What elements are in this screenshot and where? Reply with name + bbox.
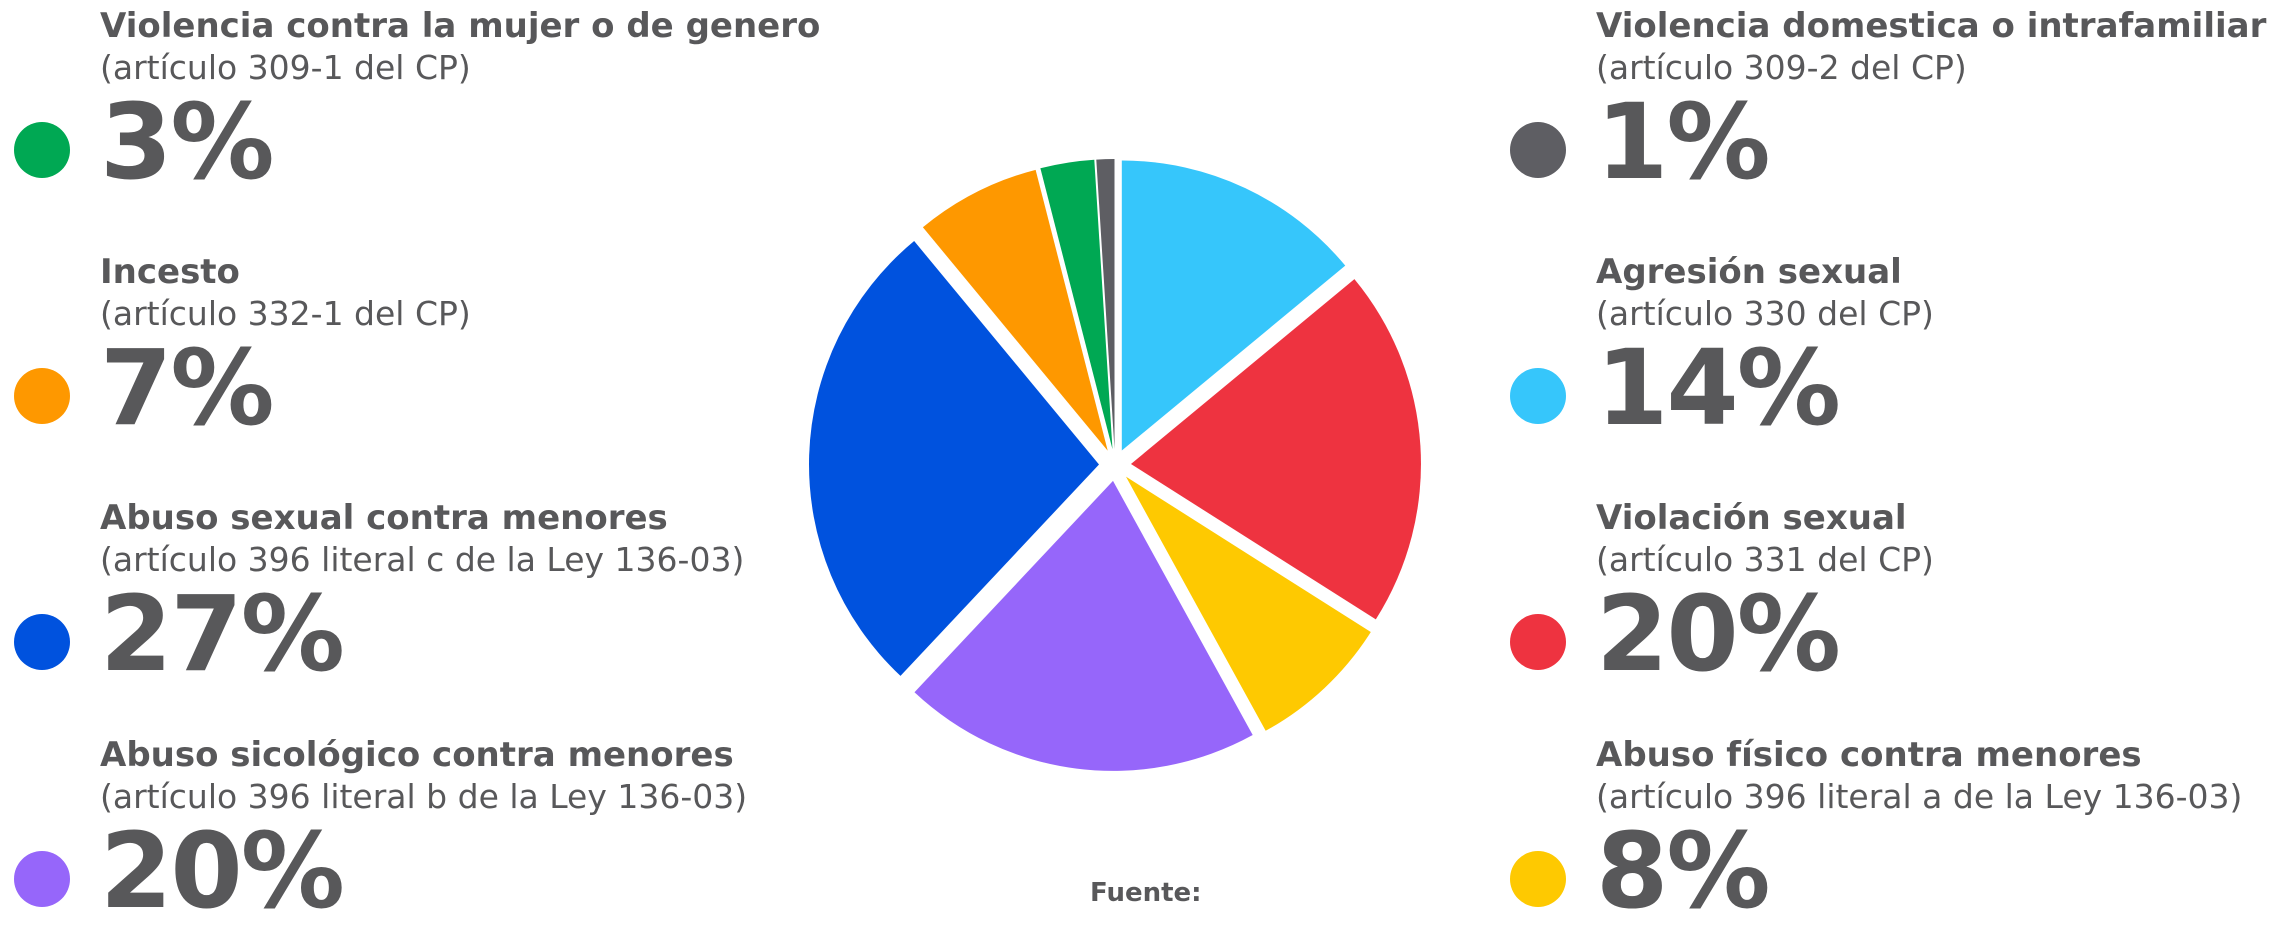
legend-title: Agresión sexual — [1596, 252, 1902, 292]
legend-percent: 20% — [100, 810, 345, 932]
legend-percent: 14% — [1596, 327, 1841, 449]
legend-title: Abuso físico contra menores — [1596, 735, 2142, 775]
legend-percent: 3% — [100, 81, 275, 203]
pie-chart — [809, 159, 1421, 771]
legend-subtitle: (artículo 332-1 del CP) — [100, 294, 471, 333]
legend-title: Abuso sexual contra menores — [100, 498, 668, 538]
legend-title: Violencia contra la mujer o de genero — [100, 6, 821, 46]
pie-slice-incesto — [922, 169, 1108, 451]
legend-color-dot — [1510, 122, 1566, 178]
pie-slice-violencia-domestica-o-intrafamiliar — [1096, 159, 1115, 450]
legend-subtitle: (artículo 396 literal b de la Ley 136-03… — [100, 777, 748, 816]
pie-slice-abuso-f-sico-contra-menores — [1125, 476, 1371, 731]
pie-slice-violencia-contra-la-mujer-o-de-genero — [1040, 159, 1113, 450]
pie-slice-agresi-n-sexual — [1121, 160, 1346, 451]
legend-subtitle: (artículo 396 literal a de la Ley 136-03… — [1596, 777, 2243, 816]
source-label: Fuente: — [1090, 878, 1202, 908]
legend-percent: 8% — [1596, 810, 1771, 932]
legend-item-abuso-sexual-menores: Abuso sexual contra menores (artículo 39… — [0, 498, 744, 698]
legend-percent: 20% — [1596, 573, 1841, 695]
legend-title: Violación sexual — [1596, 498, 1907, 538]
legend-item-incesto: Incesto (artículo 332-1 del CP) 7% — [0, 252, 471, 452]
legend-subtitle: (artículo 309-1 del CP) — [100, 48, 471, 87]
legend-percent: 7% — [100, 327, 275, 449]
legend-percent: 1% — [1596, 81, 1771, 203]
legend-title: Violencia domestica o intrafamiliar — [1596, 6, 2267, 46]
legend-color-dot — [14, 368, 70, 424]
legend-color-dot — [14, 614, 70, 670]
legend-item-violencia-domestica: Violencia domestica o intrafamiliar (art… — [1496, 6, 2266, 206]
legend-color-dot — [1510, 614, 1566, 670]
legend-subtitle: (artículo 309-2 del CP) — [1596, 48, 1967, 87]
legend-item-violencia-mujer: Violencia contra la mujer o de genero (a… — [0, 6, 820, 206]
legend-color-dot — [1510, 368, 1566, 424]
legend-title: Abuso sicológico contra menores — [100, 735, 734, 775]
pie-slice-violaci-n-sexual — [1130, 279, 1421, 620]
legend-subtitle: (artículo 330 del CP) — [1596, 294, 1934, 333]
pie-slice-abuso-sicol-gico-contra-menores — [914, 480, 1253, 771]
pie-slice-abuso-sexual-contra-menores — [809, 241, 1100, 676]
legend-subtitle: (artículo 331 del CP) — [1596, 540, 1934, 579]
legend-title: Incesto — [100, 252, 240, 292]
legend-item-violacion-sexual: Violación sexual (artículo 331 del CP) 2… — [1496, 498, 1934, 698]
legend-item-abuso-sicologico-menores: Abuso sicológico contra menores (artícul… — [0, 735, 747, 935]
legend-color-dot — [14, 122, 70, 178]
legend-item-abuso-fisico-menores: Abuso físico contra menores (artículo 39… — [1496, 735, 2242, 935]
legend-item-agresion-sexual: Agresión sexual (artículo 330 del CP) 14… — [1496, 252, 1934, 452]
legend-color-dot — [1510, 851, 1566, 907]
legend-color-dot — [14, 851, 70, 907]
legend-subtitle: (artículo 396 literal c de la Ley 136-03… — [100, 540, 745, 579]
legend-percent: 27% — [100, 573, 345, 695]
